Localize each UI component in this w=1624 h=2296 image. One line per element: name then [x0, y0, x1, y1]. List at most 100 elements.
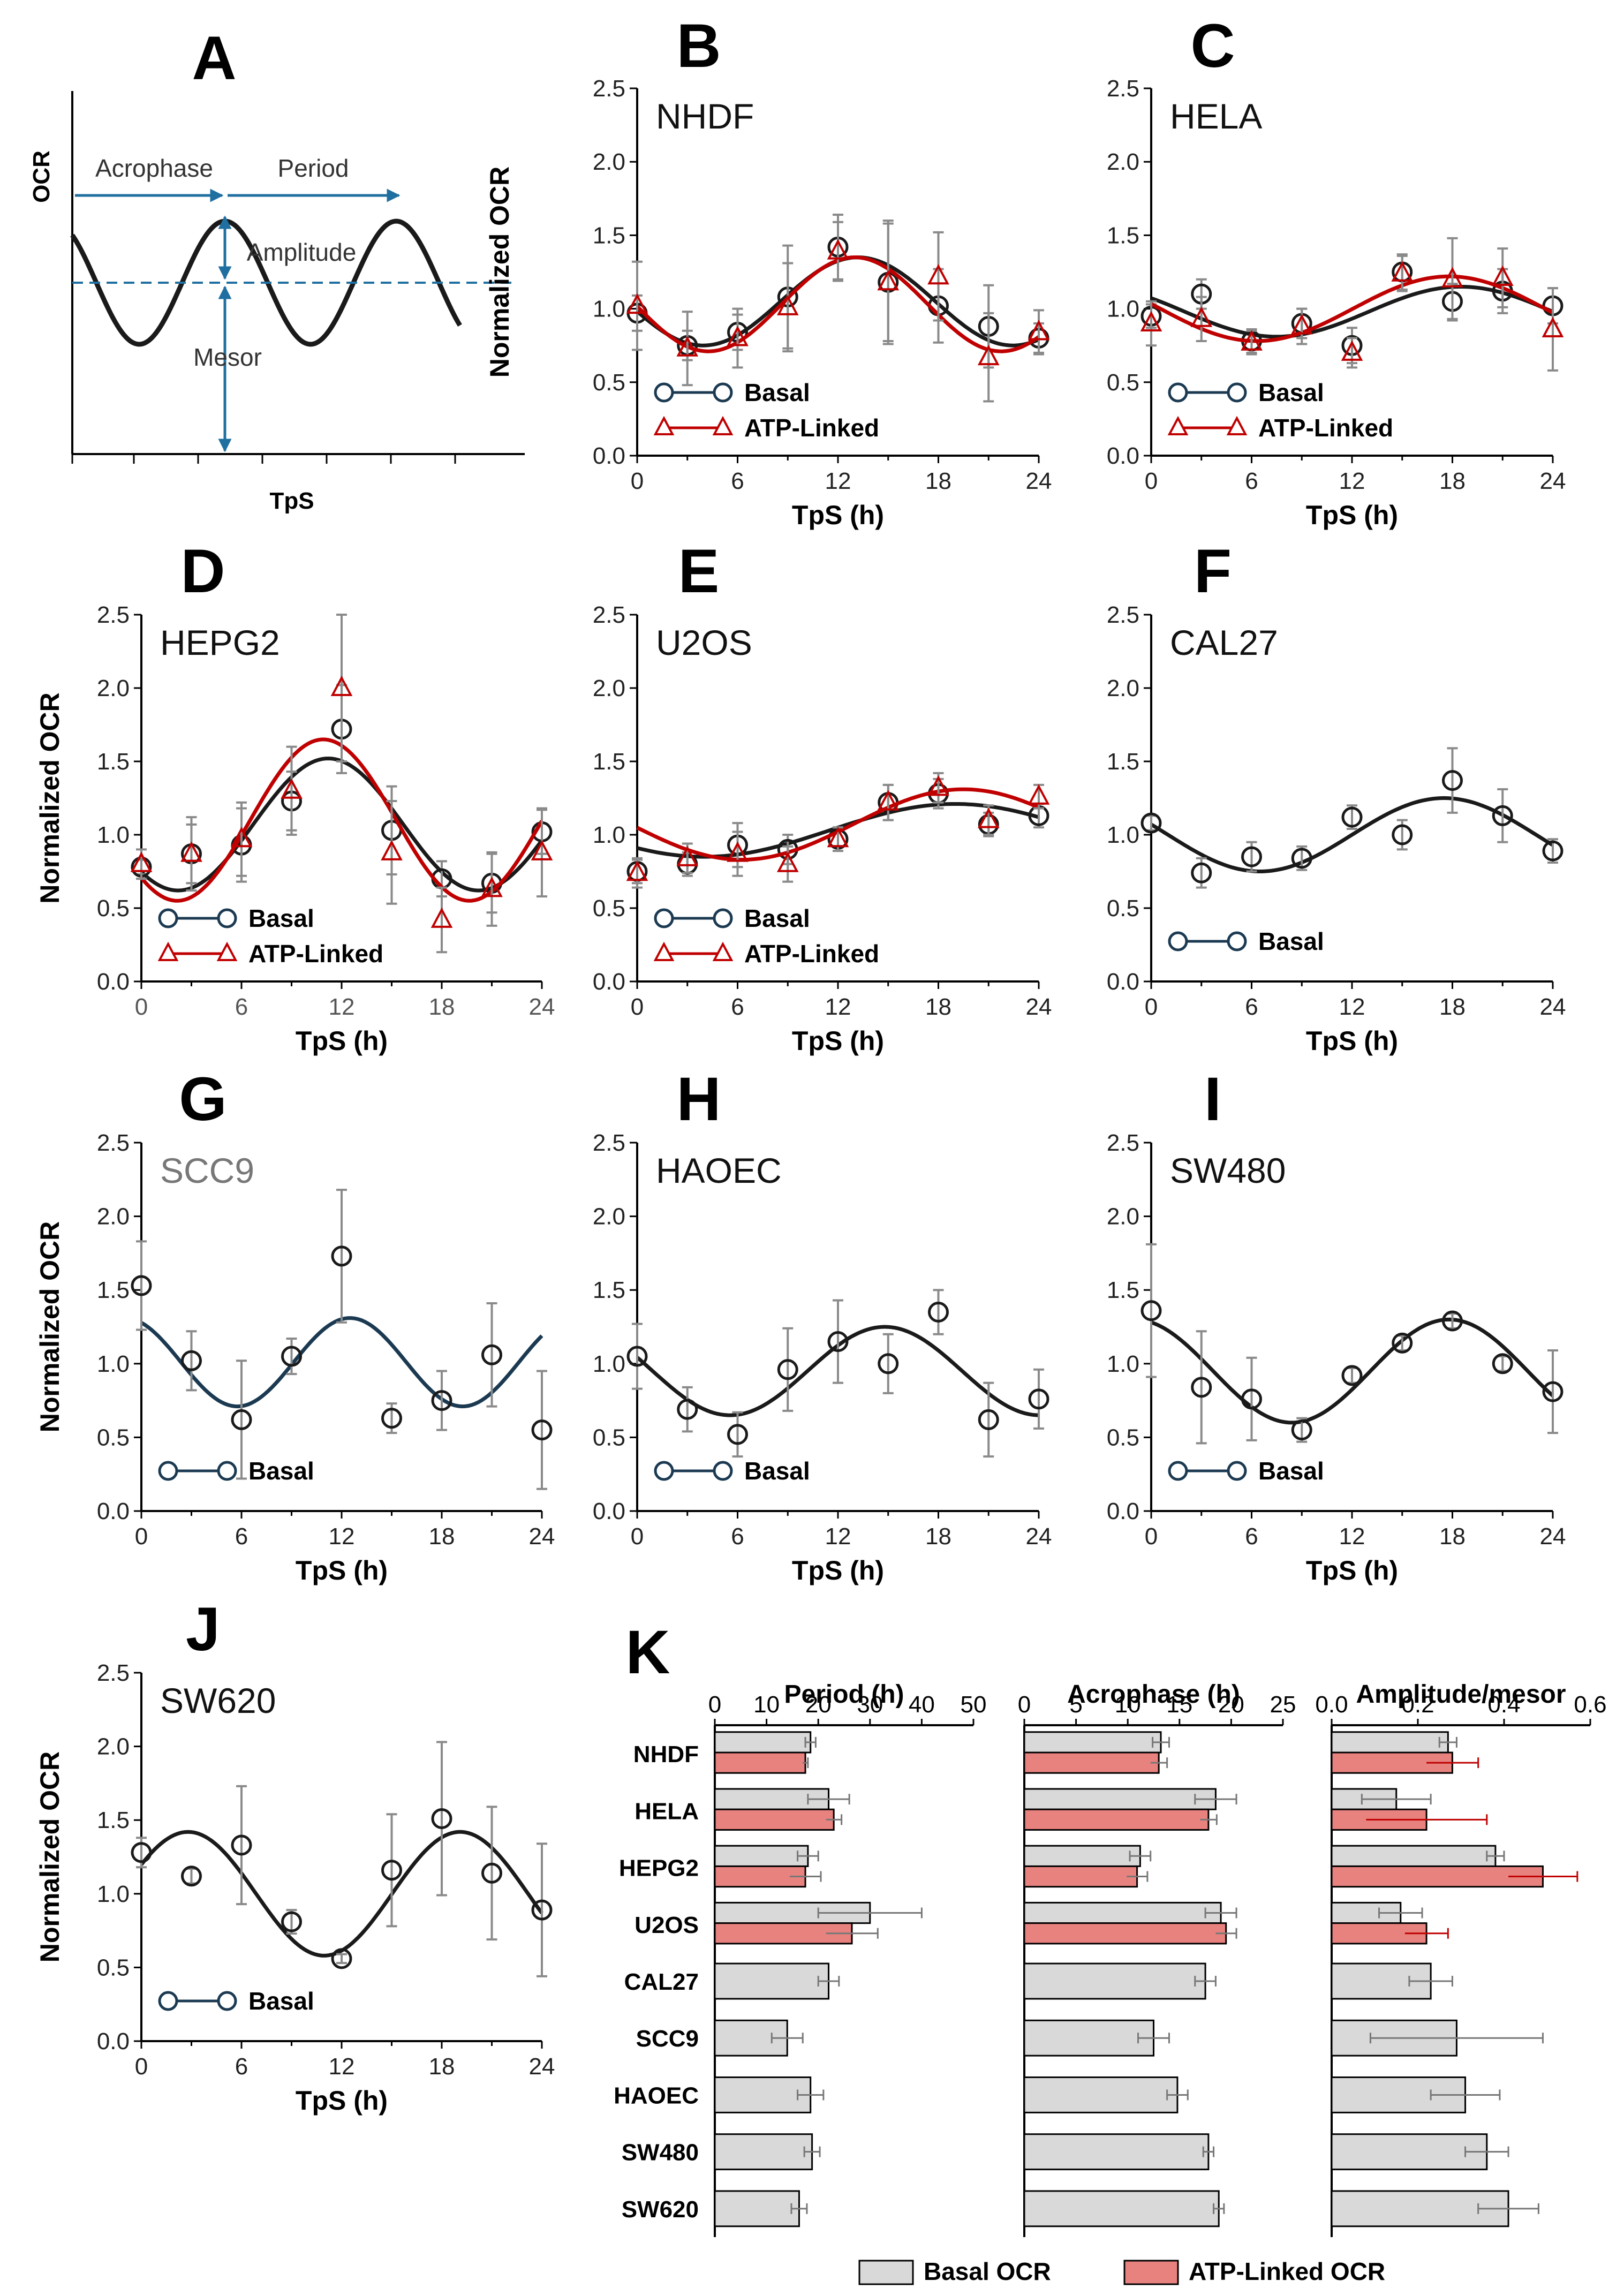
- data-point-circle: [1140, 812, 1162, 834]
- subplot-period-h-: Period (h) 0 10 20 30 40 50: [708, 1680, 987, 2237]
- data-point-triangle: [727, 326, 749, 346]
- data-point-triangle: [626, 293, 648, 314]
- y-tick-label: 2.0: [97, 1204, 130, 1230]
- data-point-triangle: [676, 845, 699, 866]
- subplot-acrophase-h-: Acrophase (h) 0 5 10 15 20 25: [1018, 1680, 1296, 2237]
- y-tick-label: 2.0: [593, 675, 625, 701]
- legend-label: Basal: [248, 1987, 314, 2015]
- period-label: Period: [278, 154, 349, 182]
- legend-marker: [158, 1461, 178, 1481]
- data-point-triangle: [877, 790, 900, 811]
- data-point-circle: [1341, 806, 1363, 828]
- x-tick-label: 30: [857, 1691, 883, 1718]
- y-tick-label: 1.0: [593, 1351, 625, 1377]
- category-label: HELA: [635, 1798, 699, 1824]
- x-tick-label: 12: [1339, 468, 1365, 494]
- y-tick-label: 0.5: [1107, 369, 1139, 396]
- bar-basal: [1023, 1731, 1162, 1754]
- x-tick-label: 0.2: [1401, 1691, 1434, 1718]
- legend-label: ATP-Linked: [744, 414, 879, 442]
- x-tick-label: 20: [1218, 1691, 1244, 1718]
- legend-label: ATP-Linked OCR: [1189, 2257, 1385, 2285]
- bar-basal: [1023, 1788, 1217, 1810]
- data-point-triangle: [776, 294, 799, 315]
- data-point-triangle: [977, 807, 1000, 828]
- y-tick-label: 1.5: [97, 749, 130, 775]
- y-axis-label: Normalized OCR: [35, 1751, 65, 1963]
- x-tick-label: 24: [1026, 1523, 1052, 1550]
- y-tick-label: 2.0: [593, 149, 625, 175]
- legend-marker: [713, 382, 733, 403]
- y-tick-label: 1.5: [1107, 1277, 1139, 1303]
- cell-line-title: NHDF: [656, 96, 754, 136]
- legend-label: ATP-Linked: [248, 940, 383, 968]
- data-point-circle: [1392, 824, 1413, 845]
- x-tick-label: 18: [429, 994, 455, 1020]
- legend-marker: [217, 1461, 237, 1481]
- y-tick-label: 2.0: [1107, 675, 1139, 701]
- x-tick-label: 6: [731, 468, 744, 494]
- legend-marker: [157, 941, 179, 961]
- schematic-ticks: [71, 454, 456, 464]
- x-tick-label: 18: [1439, 1523, 1466, 1550]
- data-point-circle: [281, 1911, 302, 1932]
- x-tick-label: 0: [708, 1691, 721, 1718]
- legend-marker: [1168, 1461, 1188, 1481]
- legend-marker: [1168, 382, 1188, 403]
- x-tick-label: 20: [805, 1691, 832, 1718]
- y-tick-label: 0.0: [1107, 443, 1139, 469]
- data-point-circle: [978, 1409, 999, 1430]
- y-tick-label: 0.5: [593, 895, 625, 922]
- bar-atp-linked: [1331, 1865, 1544, 1888]
- bar-basal: [1331, 2133, 1488, 2171]
- data-point-triangle: [130, 851, 153, 872]
- data-point-triangle: [727, 841, 749, 862]
- y-axis-label: Normalized OCR: [485, 167, 515, 378]
- x-tick-label: 6: [235, 1523, 248, 1550]
- y-tick-label: 0.5: [97, 895, 130, 922]
- y-tick-label: 1.0: [97, 822, 130, 848]
- legend-marker: [712, 941, 734, 961]
- panel-label: G: [179, 1065, 226, 1134]
- bar-basal: [1023, 2019, 1154, 2057]
- panel-j: J 0.0 0.5 1.0 1.5 2.0 2.5 0 6 12 18 24 TpS (h) Normal…: [35, 1595, 555, 2116]
- data-point-circle: [331, 1948, 352, 1969]
- data-point-triangle: [1491, 265, 1514, 286]
- legend-label: Basal: [744, 1457, 810, 1485]
- panel-i: I 0.0 0.5 1.0 1.5 2.0 2.5 0 6 12 18 24 TpS (h) SW480 B…: [1107, 1065, 1566, 1585]
- data-point-circle: [677, 1399, 698, 1420]
- fit-curve: [1150, 285, 1554, 339]
- y-tick-label: 1.0: [97, 1881, 130, 1907]
- category-label: SW620: [622, 2196, 699, 2223]
- data-point-triangle: [1190, 306, 1213, 327]
- x-tick-label: 0: [631, 1523, 644, 1550]
- y-tick-label: 2.5: [1107, 75, 1139, 102]
- x-tick-label: 50: [961, 1691, 987, 1718]
- x-tick-label: 10: [753, 1691, 780, 1718]
- bar-basal: [1023, 1901, 1222, 1924]
- y-tick-label: 0.5: [1107, 1424, 1139, 1451]
- data-point-circle: [1241, 846, 1262, 867]
- legend-label: Basal: [744, 379, 810, 406]
- series-basal: Basal: [1140, 747, 1563, 955]
- x-tick-label: 6: [731, 1523, 744, 1550]
- x-tick-label: 18: [925, 994, 951, 1020]
- data-point-circle: [281, 1346, 302, 1367]
- legend-label: Basal: [744, 904, 810, 932]
- x-tick-label: 0: [631, 994, 644, 1020]
- bar-basal: [714, 1731, 812, 1754]
- y-tick-label: 1.5: [593, 222, 625, 248]
- legend-label: Basal: [248, 904, 314, 932]
- legend-marker: [713, 1461, 733, 1481]
- y-tick-label: 1.0: [593, 296, 625, 322]
- data-point-triangle: [1028, 320, 1050, 341]
- amplitude-label: Amplitude: [247, 238, 357, 266]
- data-point-triangle: [1028, 784, 1050, 805]
- data-point-triangle: [676, 336, 699, 357]
- legend-marker: [654, 382, 674, 403]
- y-tick-label: 2.5: [593, 1130, 625, 1156]
- panel-label: E: [678, 537, 720, 606]
- data-point-circle: [1392, 1332, 1413, 1354]
- data-point-triangle: [827, 826, 849, 848]
- panel-label: C: [1190, 12, 1235, 80]
